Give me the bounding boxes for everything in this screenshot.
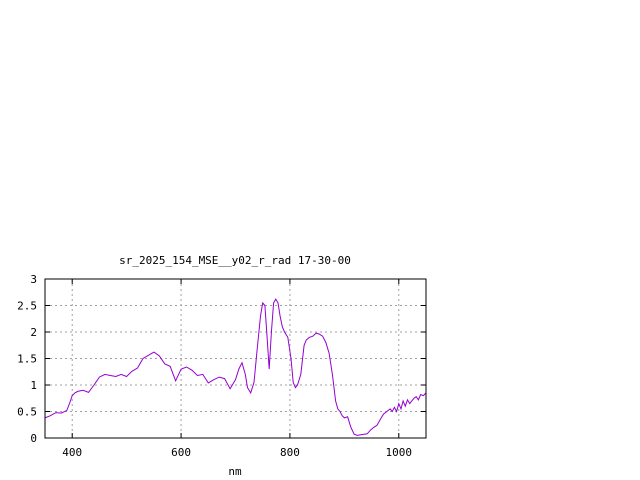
- x-axis-label: nm: [228, 465, 242, 478]
- y-tick-label: 2: [30, 326, 37, 339]
- series-line: [44, 298, 427, 436]
- x-tick-label: 800: [280, 446, 300, 459]
- axis-ticks: [45, 278, 426, 439]
- plot-frame: [44, 278, 427, 439]
- y-tick-label: 0.5: [17, 406, 37, 419]
- x-tick-label: 600: [171, 446, 191, 459]
- y-tick-label: 2.5: [17, 300, 37, 313]
- y-tick-label: 1: [30, 379, 37, 392]
- y-tick-label: 3: [30, 273, 37, 286]
- chart-title: sr_2025_154_MSE__y02_r_rad 17-30-00: [119, 254, 351, 267]
- y-tick-label: 1.5: [17, 353, 37, 366]
- y-tick-label: 0: [30, 432, 37, 445]
- axis-tick-labels: 0 0.5 1 1.5 2 2.5 3 400 600 800 1000: [17, 273, 412, 459]
- grid-lines: [45, 279, 426, 438]
- x-tick-label: 400: [62, 446, 82, 459]
- x-tick-label: 1000: [386, 446, 413, 459]
